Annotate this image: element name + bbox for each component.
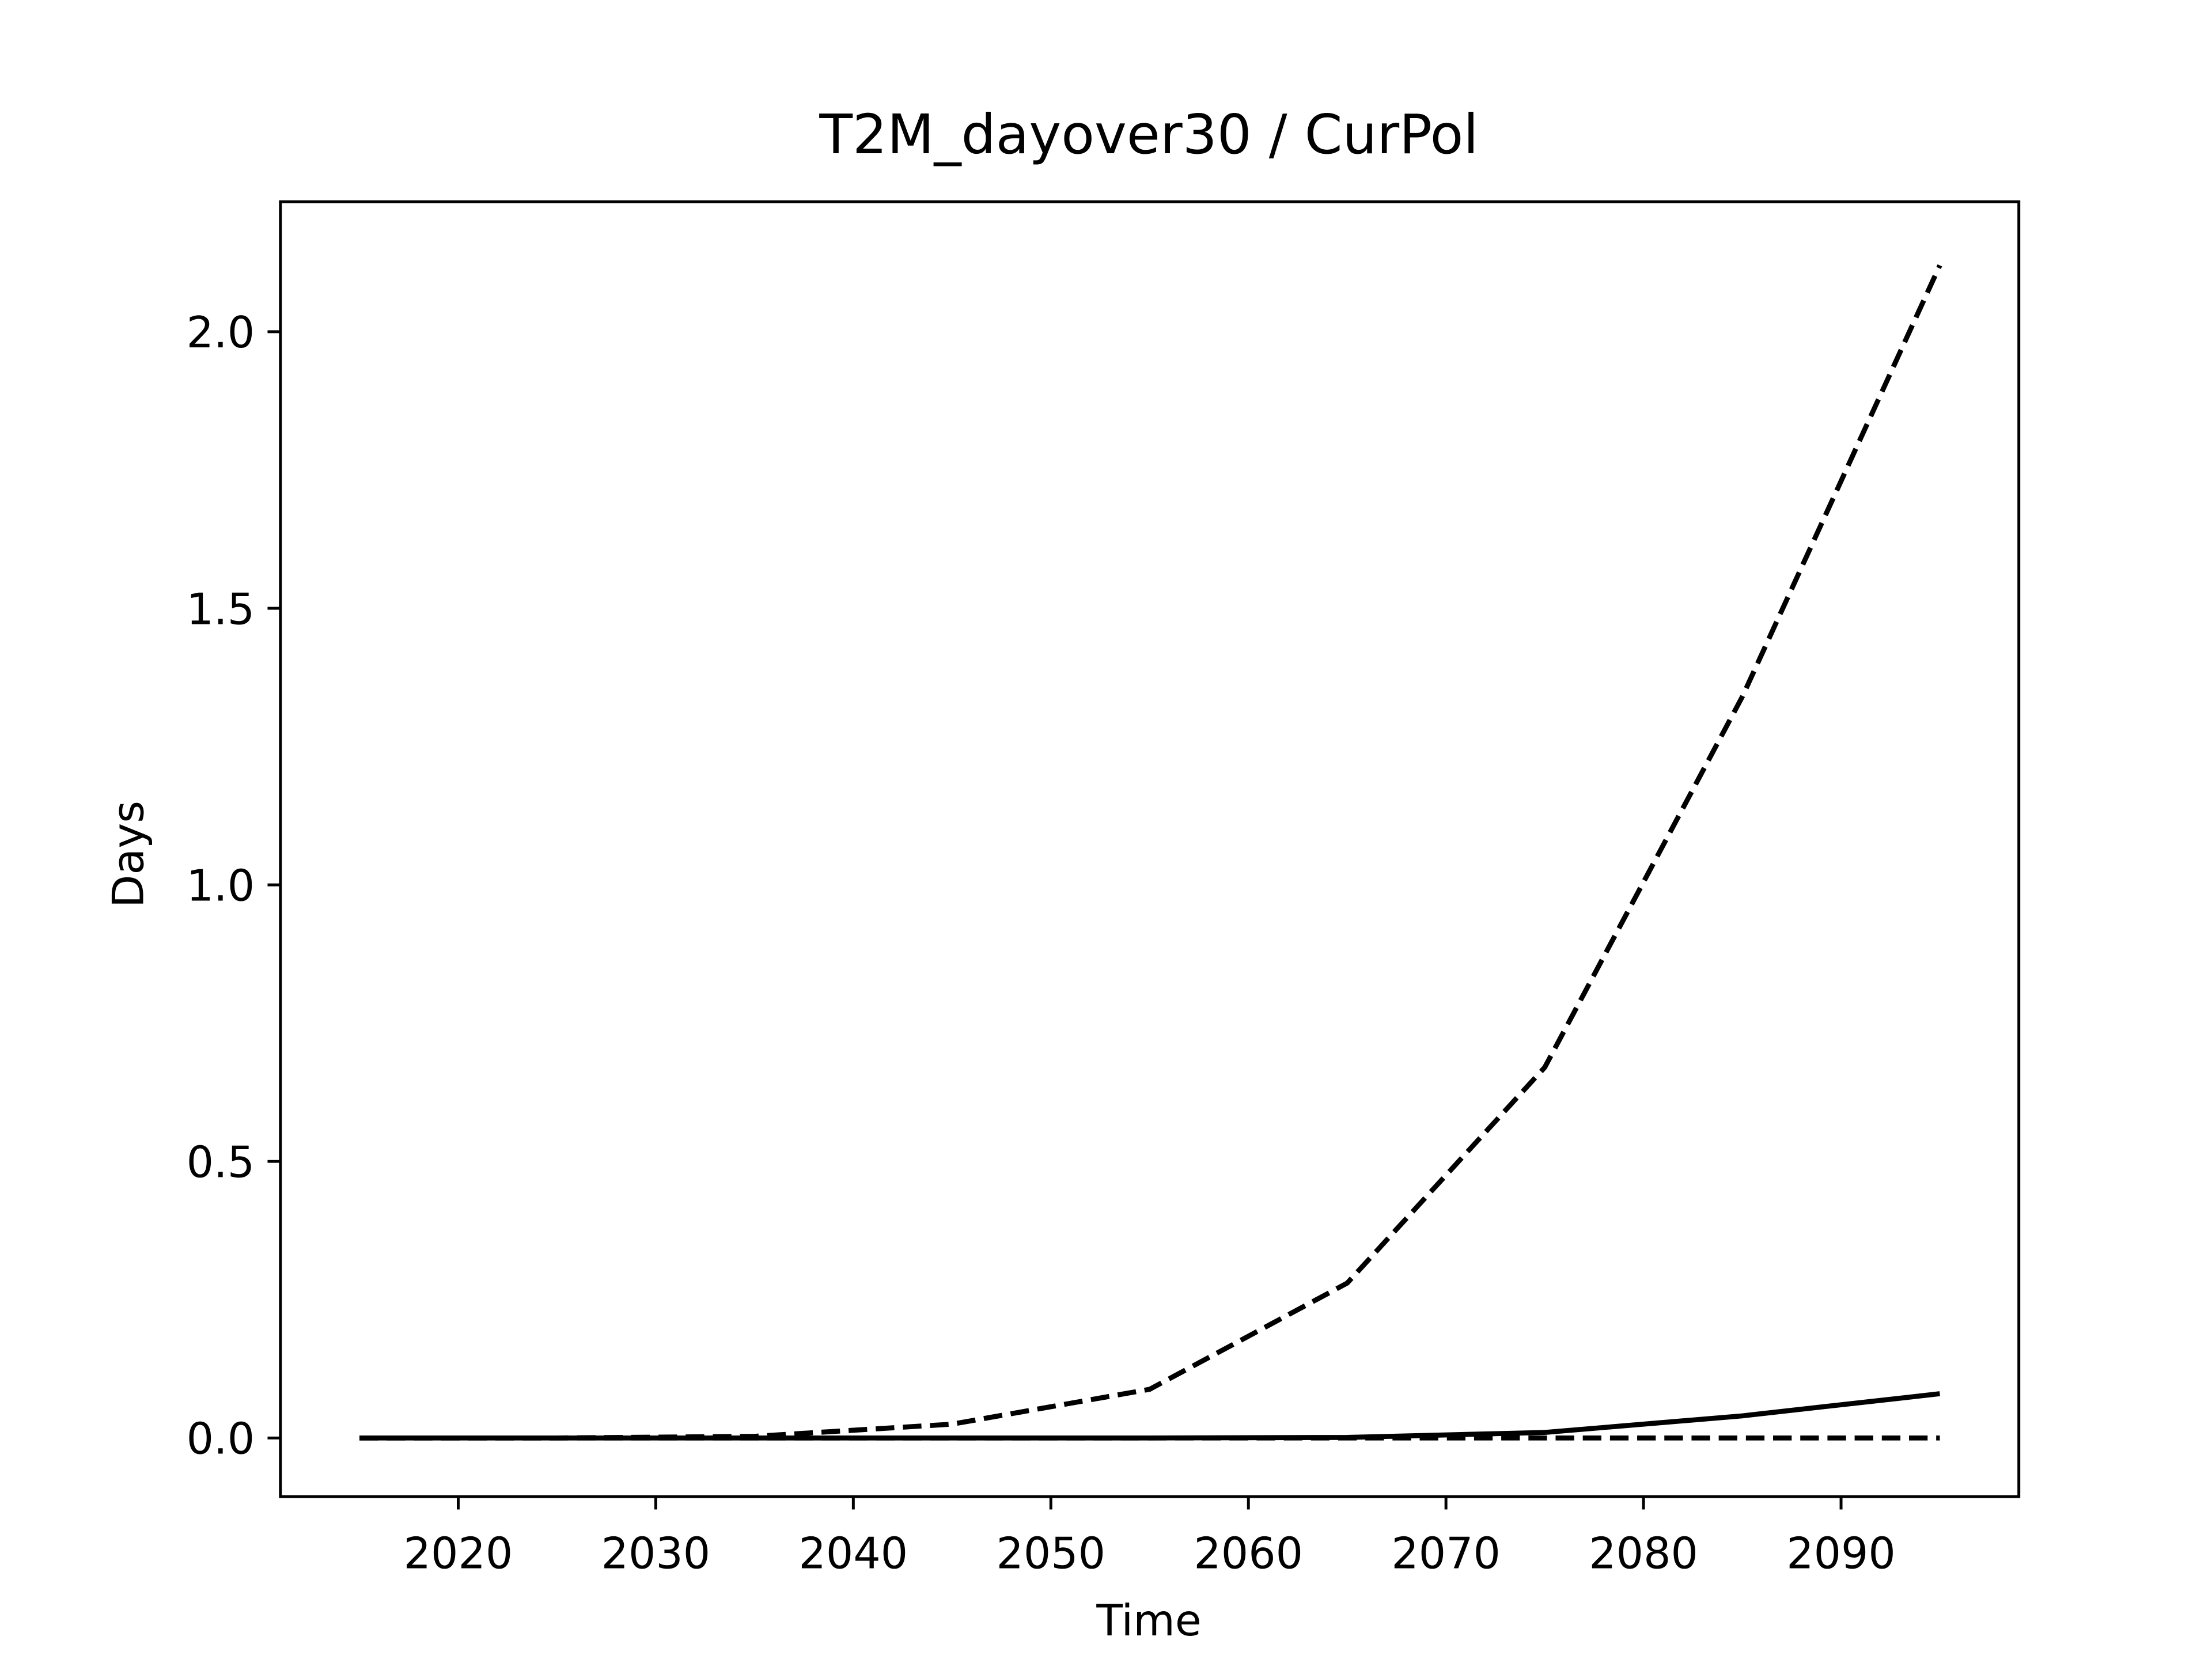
- axes-frame: [279, 200, 2021, 1498]
- x-tick-label: 2060: [1194, 1528, 1303, 1578]
- y-axis-label: Days: [103, 801, 153, 908]
- x-tick-label: 2080: [1589, 1528, 1698, 1578]
- x-axis-label: Time: [1096, 1596, 1201, 1646]
- y-tick-label: 0.5: [187, 1138, 255, 1188]
- x-tick-label: 2070: [1391, 1528, 1501, 1578]
- x-tick-label: 2050: [996, 1528, 1105, 1578]
- y-tick-label: 0.0: [187, 1414, 255, 1464]
- chart-title: T2M_dayover30 / CurPol: [819, 103, 1478, 166]
- y-tick-label: 2.0: [187, 308, 255, 358]
- x-tick-label: 2040: [799, 1528, 908, 1578]
- plot-area: 2020 2030 2040 2050 2060 2070 2080 2090 0.0 0.5 1.…: [187, 264, 1942, 1578]
- y-tick-label: 1.0: [187, 861, 255, 911]
- series-line: [359, 1391, 1940, 1441]
- x-tick-label: 2020: [404, 1528, 513, 1578]
- y-tick-label: 1.5: [187, 584, 255, 634]
- series-line: [359, 264, 1942, 1441]
- x-tick-label: 2030: [601, 1528, 711, 1578]
- x-tick-label: 2090: [1786, 1528, 1896, 1578]
